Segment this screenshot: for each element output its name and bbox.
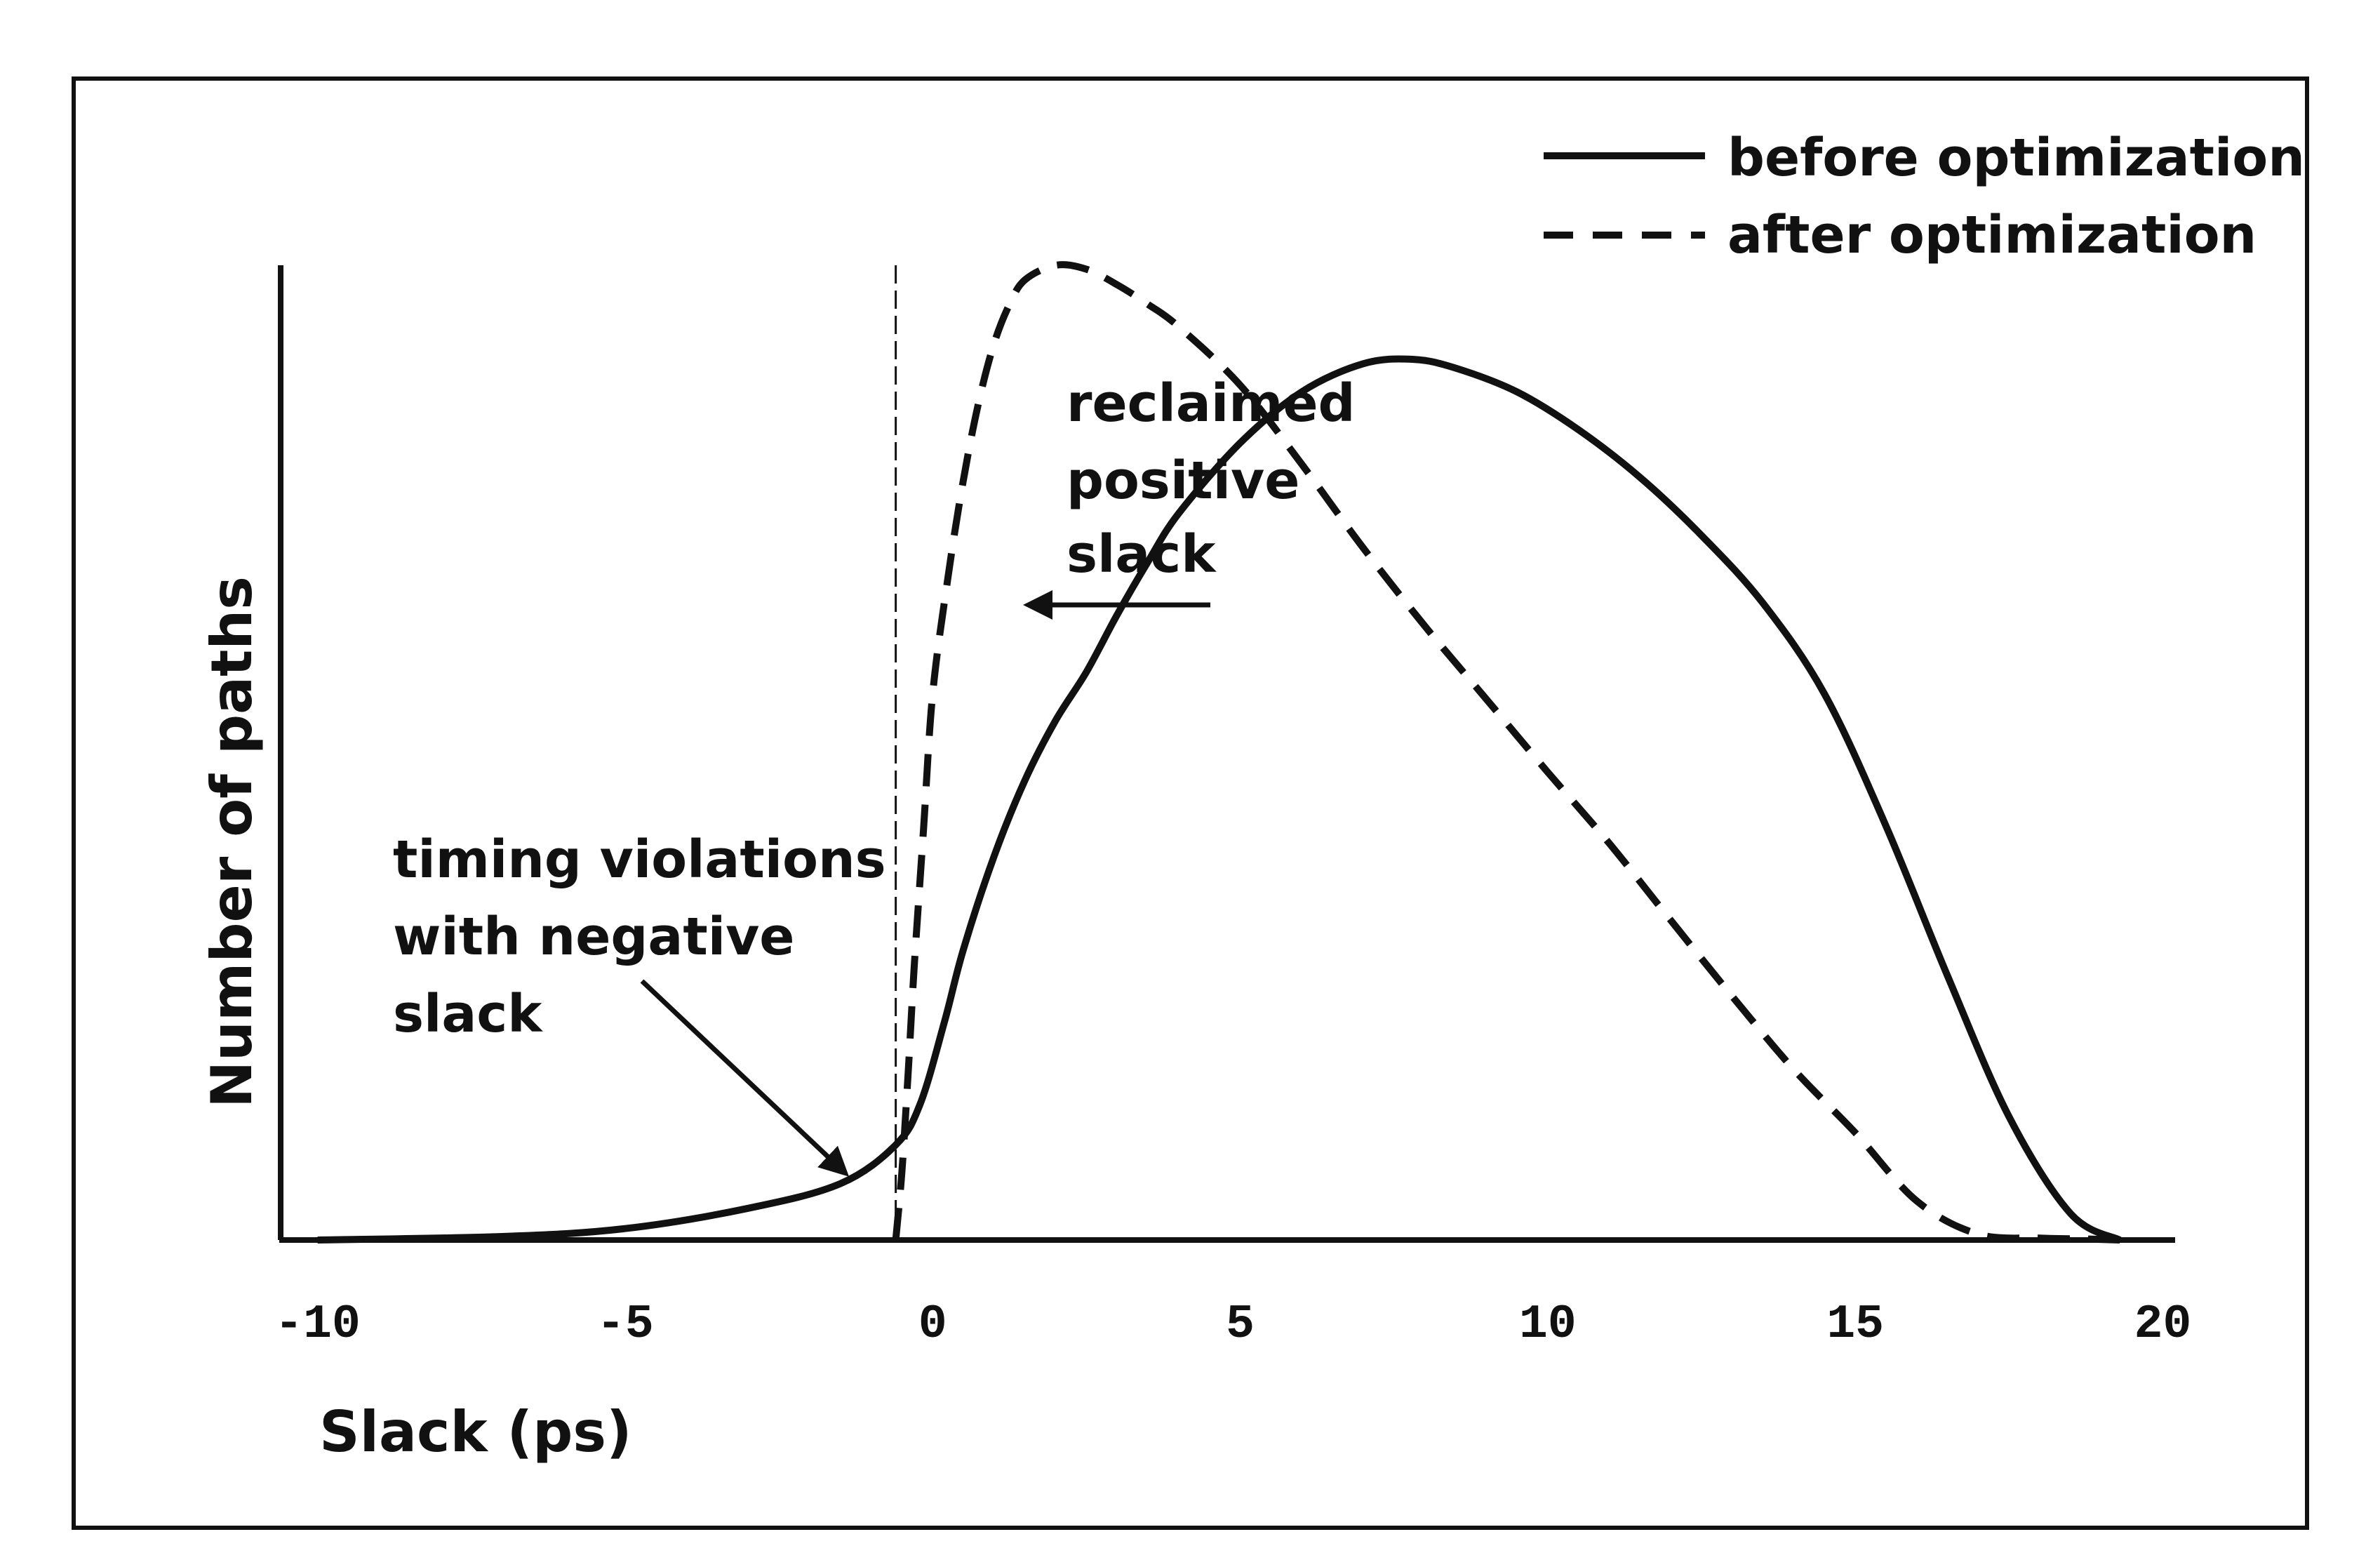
x-tick-label: 10 bbox=[1519, 1298, 1577, 1352]
annotation-reclaimed-line-2: positive bbox=[1067, 451, 1299, 511]
series-before-optimization-line bbox=[317, 355, 2122, 1244]
annotation-timing-arrow bbox=[640, 979, 850, 1177]
x-tick-label: -5 bbox=[596, 1298, 654, 1352]
x-tick-label: 5 bbox=[1226, 1298, 1255, 1352]
legend: before optimization after optimization bbox=[1544, 128, 2305, 265]
series-after-optimization-line bbox=[892, 261, 2120, 1244]
legend-label-before: before optimization bbox=[1727, 128, 2305, 188]
legend-label-after: after optimization bbox=[1727, 205, 2257, 265]
figure-frame bbox=[72, 76, 2309, 1530]
x-axis-label: Slack (ps) bbox=[319, 1399, 632, 1465]
annotation-reclaimed-line-3: slack bbox=[1067, 524, 1217, 585]
x-tick-label: 15 bbox=[1826, 1298, 1884, 1352]
annotation-timing-line-2: with negative bbox=[393, 907, 795, 967]
annotation-timing-violations: timing violations with negative slack bbox=[393, 829, 886, 1177]
y-axis-label: Number of paths bbox=[199, 576, 265, 1108]
x-tick-label: 20 bbox=[2134, 1298, 2192, 1352]
annotation-timing-line-3: slack bbox=[393, 984, 543, 1044]
annotation-timing-line-1: timing violations bbox=[393, 829, 886, 890]
x-tick-label: -10 bbox=[274, 1298, 360, 1352]
annotation-reclaimed-line-1: reclaimed bbox=[1067, 373, 1355, 434]
annotation-reclaimed-slack: reclaimed positive slack bbox=[1023, 373, 1355, 620]
x-tick-label: 0 bbox=[918, 1298, 947, 1352]
